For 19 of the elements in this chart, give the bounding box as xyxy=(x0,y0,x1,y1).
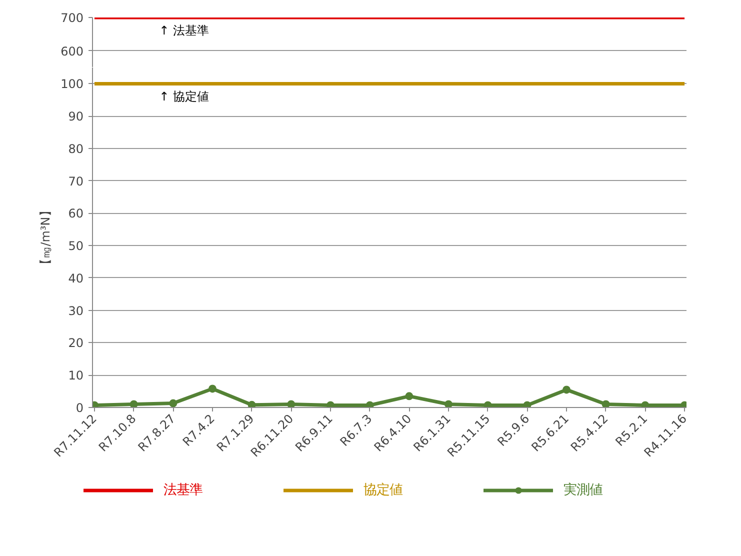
text: 実測値 xyxy=(563,482,602,499)
annotation: ↑ 協定値 xyxy=(159,90,210,104)
y-tick-label: 10 xyxy=(68,368,84,383)
y-tick-label: 600 xyxy=(60,44,84,58)
y-tick-label: 70 xyxy=(68,174,84,188)
y-tick-label: 90 xyxy=(68,110,84,124)
y-axis-title: 【㎎/m³N】 xyxy=(38,204,53,270)
y-tick-label: 100 xyxy=(60,77,84,92)
y-tick-label: 50 xyxy=(68,239,84,254)
text: 協定値 xyxy=(363,482,402,499)
annotation: ↑ 法基準 xyxy=(159,24,210,38)
y-tick-label: 60 xyxy=(68,206,84,221)
y-tick-label: 0 xyxy=(76,401,84,415)
y-tick-label: 30 xyxy=(68,304,84,318)
text: 法基準 xyxy=(163,482,202,499)
y-tick-label: 700 xyxy=(60,11,84,25)
y-tick-label: 40 xyxy=(68,271,84,286)
y-tick-label: 80 xyxy=(68,142,84,156)
y-tick-label: 20 xyxy=(68,336,84,350)
